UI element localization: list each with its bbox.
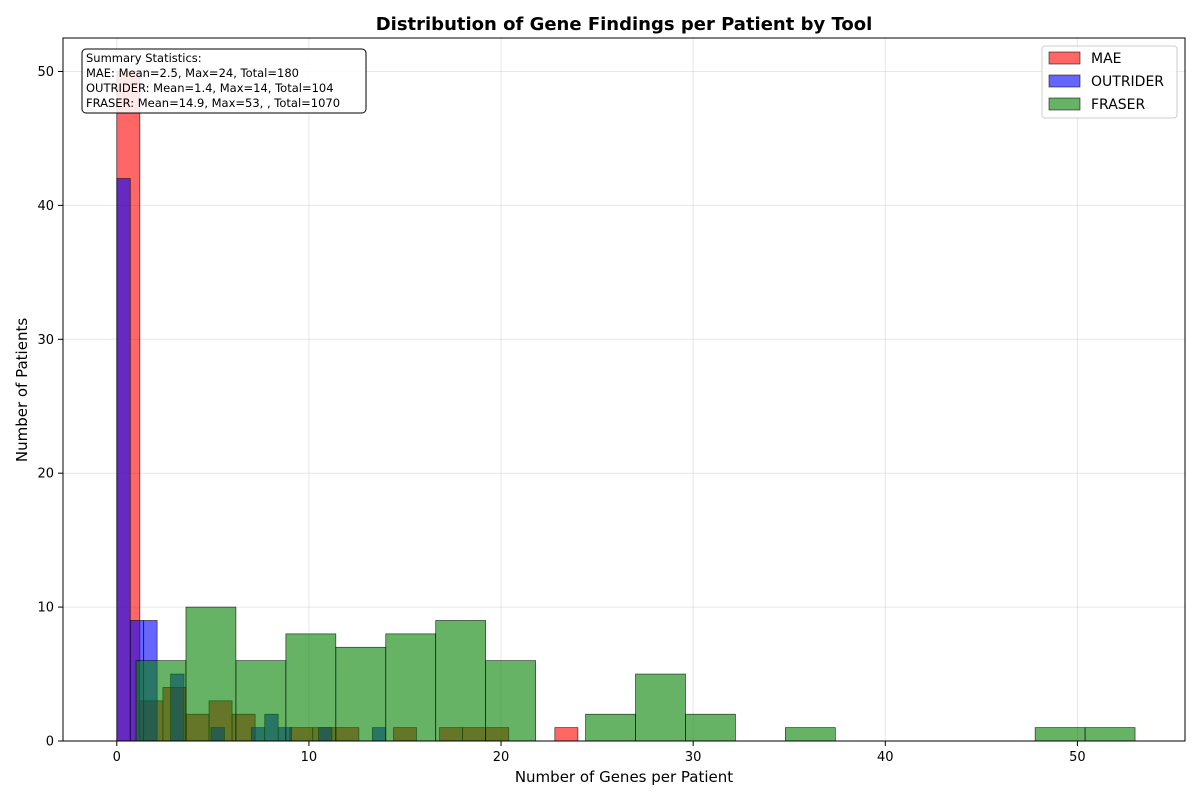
bar-outrider (116, 178, 131, 742)
bar-fraser (385, 633, 437, 742)
legend-label-fraser: FRASER (1091, 97, 1146, 113)
legend: MAE OUTRIDER FRASER (1041, 45, 1178, 119)
bar-fraser (685, 713, 736, 742)
bar-fraser (485, 660, 536, 742)
legend-label-mae: MAE (1091, 51, 1122, 67)
legend-swatch-mae (1048, 51, 1081, 65)
x-tick-label: 10 (301, 750, 318, 765)
bar-fraser (135, 660, 187, 742)
bar-fraser (785, 727, 836, 742)
bar-fraser (1084, 727, 1136, 742)
axis-ticks: 0 10 20 30 40 50 0 10 20 30 40 50 (37, 65, 1085, 765)
x-axis-label: Number of Genes per Patient (515, 768, 733, 786)
y-tick-label: 50 (37, 65, 54, 80)
bar-fraser (335, 646, 387, 742)
legend-label-outrider: OUTRIDER (1091, 74, 1164, 90)
chart-title: Distribution of Gene Findings per Patien… (376, 14, 873, 35)
plot-frame (62, 37, 1186, 742)
x-tick-label: 30 (685, 750, 702, 765)
legend-swatch-outrider (1048, 74, 1081, 88)
summary-line: MAE: Mean=2.5, Max=24, Total=180 (86, 66, 299, 80)
series-fraser (135, 606, 1136, 742)
y-tick-label: 0 (46, 735, 54, 750)
y-tick-label: 20 (37, 467, 54, 482)
y-tick-label: 40 (37, 199, 54, 214)
bar-fraser (635, 673, 686, 742)
legend-swatch-fraser (1048, 97, 1081, 111)
summary-line: FRASER: Mean=14.9, Max=53, , Total=1070 (86, 96, 340, 110)
bar-mae (554, 727, 579, 742)
x-tick-label: 20 (493, 750, 510, 765)
y-axis-label: Number of Patients (13, 318, 31, 462)
y-tick-label: 30 (37, 333, 54, 348)
bar-fraser (1034, 727, 1086, 742)
histogram-bars (116, 71, 1136, 742)
summary-line: OUTRIDER: Mean=1.4, Max=14, Total=104 (86, 81, 334, 95)
summary-line: Summary Statistics: (86, 51, 202, 65)
bar-fraser (585, 713, 636, 742)
bar-fraser (235, 660, 287, 742)
summary-statistics-box: Summary Statistics: MAE: Mean=2.5, Max=2… (81, 48, 367, 114)
bar-fraser (185, 606, 237, 742)
x-tick-label: 50 (1069, 750, 1086, 765)
x-tick-label: 0 (113, 750, 121, 765)
bar-fraser (285, 633, 337, 742)
summary-box-frame (81, 48, 367, 114)
bar-fraser (435, 620, 487, 742)
x-tick-label: 40 (877, 750, 894, 765)
y-tick-label: 10 (37, 601, 54, 616)
